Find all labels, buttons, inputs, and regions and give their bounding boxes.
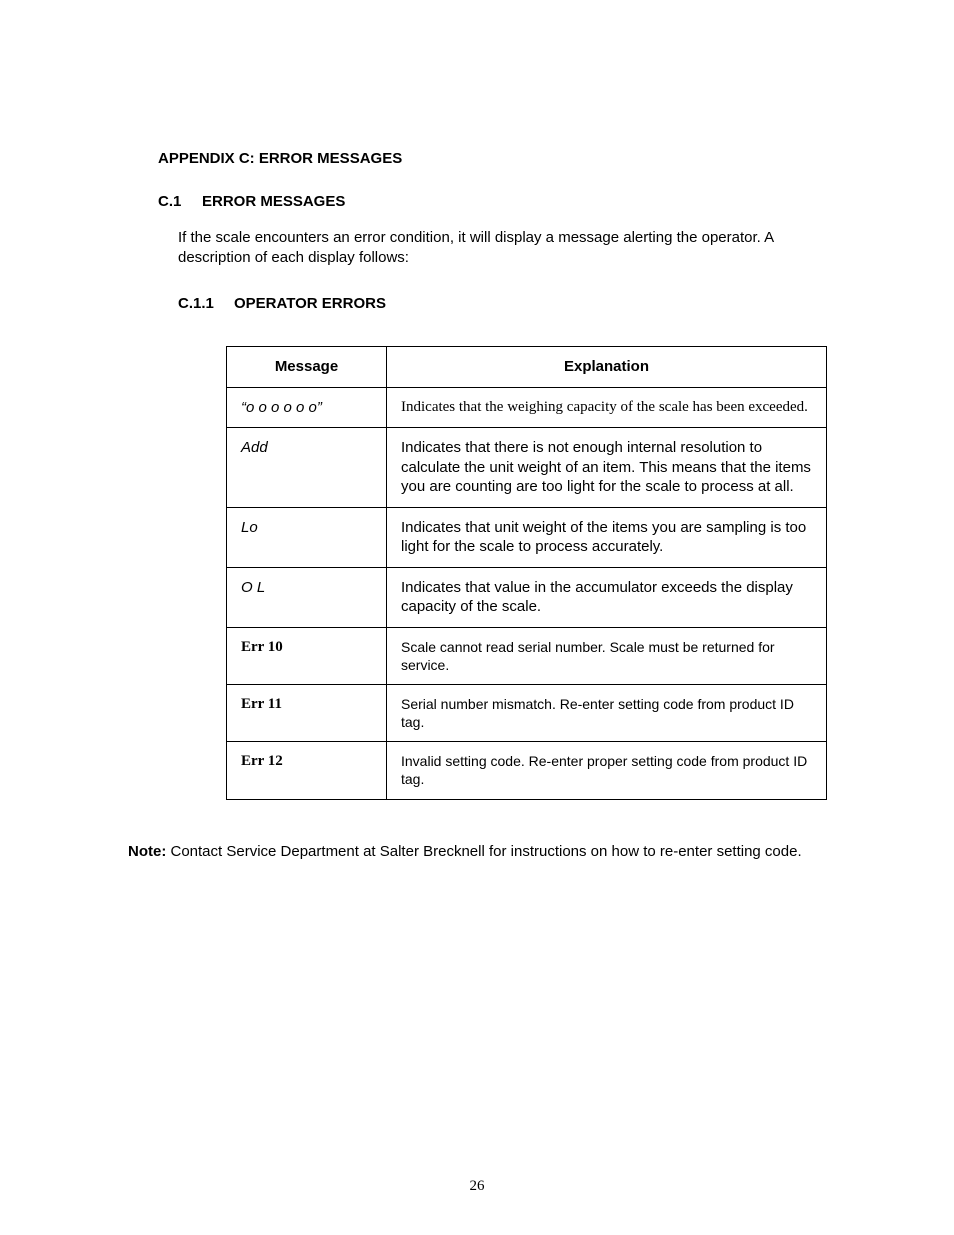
table-row: O LIndicates that value in the accumulat… (227, 567, 827, 627)
message-cell: Add (227, 428, 387, 508)
table-row: Err 11Serial number mismatch. Re-enter s… (227, 684, 827, 741)
message-cell: Err 12 (227, 742, 387, 799)
message-cell: O L (227, 567, 387, 627)
explanation-cell: Serial number mismatch. Re-enter setting… (387, 684, 827, 741)
message-cell: Err 10 (227, 627, 387, 684)
subsection-number: C.1.1 (178, 295, 234, 312)
section-number: C.1 (158, 193, 202, 210)
section-heading: C.1ERROR MESSAGES (158, 193, 826, 210)
appendix-title: APPENDIX C: ERROR MESSAGES (158, 150, 826, 167)
table-row: Err 12Invalid setting code. Re-enter pro… (227, 742, 827, 799)
explanation-cell: Indicates that there is not enough inter… (387, 428, 827, 508)
explanation-cell: Indicates that value in the accumulator … (387, 567, 827, 627)
note-paragraph: Note: Contact Service Department at Salt… (128, 842, 826, 862)
error-messages-table: Message Explanation “o o o o o o”Indicat… (226, 346, 827, 800)
table-header-row: Message Explanation (227, 347, 827, 388)
subsection-title: OPERATOR ERRORS (234, 295, 386, 312)
table-row: AddIndicates that there is not enough in… (227, 428, 827, 508)
intro-paragraph: If the scale encounters an error conditi… (178, 228, 826, 267)
header-explanation: Explanation (387, 347, 827, 388)
message-cell: Lo (227, 507, 387, 567)
table-row: Err 10Scale cannot read serial number. S… (227, 627, 827, 684)
explanation-cell: Scale cannot read serial number. Scale m… (387, 627, 827, 684)
explanation-cell: Indicates that unit weight of the items … (387, 507, 827, 567)
section-title: ERROR MESSAGES (202, 193, 345, 210)
table-row: LoIndicates that unit weight of the item… (227, 507, 827, 567)
note-label: Note: (128, 843, 166, 860)
table-row: “o o o o o o”Indicates that the weighing… (227, 387, 827, 428)
page-number: 26 (0, 1178, 954, 1195)
explanation-cell: Indicates that the weighing capacity of … (387, 387, 827, 428)
message-cell: “o o o o o o” (227, 387, 387, 428)
subsection-heading: C.1.1OPERATOR ERRORS (178, 295, 826, 312)
explanation-cell: Invalid setting code. Re-enter proper se… (387, 742, 827, 799)
header-message: Message (227, 347, 387, 388)
message-cell: Err 11 (227, 684, 387, 741)
note-text: Contact Service Department at Salter Bre… (166, 843, 801, 860)
